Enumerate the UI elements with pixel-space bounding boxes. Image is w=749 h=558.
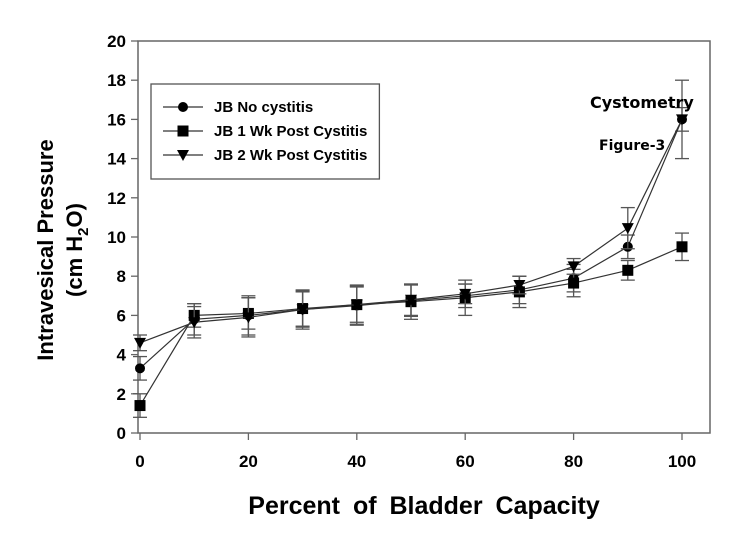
data-point	[350, 299, 363, 311]
svg-text:(cm H2O): (cm H2O)	[62, 203, 92, 297]
legend-label: JB No cystitis	[214, 99, 313, 116]
series-triangle-down	[133, 79, 689, 352]
y-tick-label: 20	[107, 32, 126, 51]
series-square	[133, 232, 689, 418]
data-point	[242, 312, 255, 324]
y-tick-label: 0	[117, 424, 126, 443]
data-point	[134, 337, 146, 349]
data-point	[135, 363, 145, 374]
legend-marker-triangle-down	[177, 150, 189, 161]
data-point	[568, 277, 580, 289]
data-point	[188, 317, 201, 329]
legend-marker-square	[177, 125, 189, 137]
legend-label: JB 1 Wk Post Cystitis	[214, 123, 367, 140]
data-point	[459, 288, 472, 300]
y-tick-label: 12	[107, 189, 126, 208]
legend: JB No cystitis JB 1 Wk Post Cystitis JB 2 …	[150, 83, 381, 180]
y-tick-label: 6	[117, 306, 126, 325]
series-line	[139, 246, 683, 406]
annotation-figure-label: Figure-3	[599, 138, 665, 154]
x-axis-title: Percent of Bladder Capacity	[248, 492, 600, 520]
x-tick-label: 20	[239, 452, 258, 471]
data-point	[513, 280, 526, 292]
y-tick-label: 2	[117, 385, 126, 404]
x-tick-label: 0	[135, 452, 144, 471]
x-tick-label: 60	[456, 452, 475, 471]
y-tick-label: 14	[107, 150, 126, 169]
annotation-title: Cystometry	[590, 93, 694, 112]
data-point	[621, 223, 634, 235]
x-tick-label: 80	[564, 452, 583, 471]
y-tick-label: 16	[107, 110, 126, 129]
data-point	[676, 241, 688, 253]
data-point	[567, 261, 580, 273]
y-tick-label: 8	[117, 267, 126, 286]
legend-marker-circle	[178, 102, 188, 112]
y-axis-unit: (cm H2O)	[62, 203, 92, 297]
data-point	[134, 400, 146, 412]
data-point	[622, 264, 634, 276]
y-tick-label: 10	[107, 228, 126, 247]
x-tick-label: 100	[668, 452, 696, 471]
x-tick-label: 40	[347, 452, 366, 471]
data-point	[676, 114, 688, 126]
y-axis-title: Intravesical Pressure	[33, 139, 58, 360]
data-point	[405, 294, 417, 306]
y-tick-label: 4	[117, 346, 127, 365]
y-tick-label: 18	[107, 71, 126, 90]
data-point	[296, 304, 309, 316]
legend-label: JB 2 Wk Post Cystitis	[214, 147, 367, 164]
